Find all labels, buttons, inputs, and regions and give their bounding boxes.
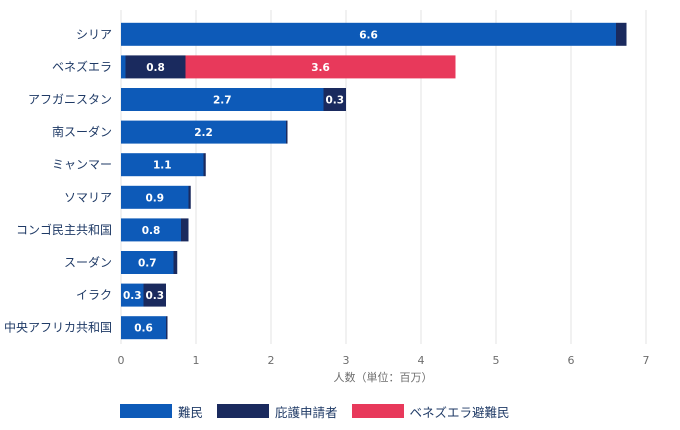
data-label: 0.8	[142, 225, 161, 237]
bar-segment	[188, 185, 191, 209]
bar-segment	[121, 283, 144, 307]
x-tick-6: 6	[568, 354, 575, 367]
data-label: 2.7	[213, 95, 232, 107]
data-label: 0.3	[325, 95, 344, 107]
bar-segment	[616, 22, 627, 46]
x-tick-4: 4	[418, 354, 425, 367]
bar-segment	[203, 153, 206, 177]
category-label: アフガニスタン	[28, 93, 112, 107]
bar-segment	[125, 55, 186, 79]
x-tick-7: 7	[643, 354, 650, 367]
data-label: 0.6	[134, 323, 153, 335]
bar-segment	[185, 55, 456, 79]
category-label: ベネズエラ	[52, 59, 112, 74]
category-label: コンゴ民主共和国	[16, 222, 112, 237]
bar-segment	[166, 316, 168, 340]
data-label: 1.1	[153, 160, 172, 172]
x-tick-1: 1	[193, 354, 200, 367]
data-label: 0.8	[146, 62, 165, 74]
category-label: スーダン	[64, 255, 112, 270]
bar-segment	[121, 55, 126, 79]
legend-item-refugee: 難民	[120, 402, 203, 421]
legend-label-asylum: 庇護申請者	[275, 404, 338, 420]
bars: 6.60.8 3.62.7 0.32.21.10.90.80.70.3 0.30.6	[121, 22, 627, 340]
data-label: 0.9	[145, 192, 164, 204]
category-label: シリア	[76, 27, 112, 41]
data-label: 0.3	[145, 290, 164, 302]
data-label: 0.7	[138, 258, 157, 270]
bar-segment	[121, 120, 286, 144]
x-axis-label: 人数（単位：百万）	[334, 370, 433, 384]
category-label: ミャンマー	[52, 158, 112, 172]
x-tick-2: 2	[268, 354, 275, 367]
category-label: 南スーダン	[52, 124, 112, 139]
category-label: イラク	[76, 288, 112, 302]
bar-segment	[181, 218, 189, 242]
x-tick-0: 0	[118, 354, 125, 367]
x-tick-labels: 0 1 2 3 4 5 6 7	[118, 354, 650, 367]
bar-segment	[121, 185, 189, 209]
data-label: 3.6	[311, 62, 330, 74]
x-tick-5: 5	[493, 354, 500, 367]
data-label: 2.2	[194, 127, 213, 139]
legend-item-asylum: 庇護申請者	[217, 402, 338, 421]
bar-segment	[121, 22, 616, 46]
category-labels: シリアベネズエラアフガニスタン南スーダンミャンマーソマリアコンゴ民主共和国スーダ…	[4, 27, 112, 334]
bar-segment	[121, 316, 166, 340]
bar-segment	[121, 251, 174, 274]
category-label: 中央アフリカ共和国	[4, 320, 112, 335]
legend-label-venezuelan: ベネズエラ避難民	[409, 404, 510, 420]
legend-label-refugee: 難民	[178, 404, 204, 420]
legend: 難民 庇護申請者 ベネズエラ避難民	[120, 401, 524, 421]
bar-segment	[121, 153, 204, 177]
bar-segment	[173, 251, 178, 274]
legend-swatch-refugee	[120, 404, 172, 418]
bar-segment	[286, 120, 288, 144]
data-label: 0.3	[123, 290, 142, 302]
legend-swatch-venezuelan	[351, 404, 404, 418]
legend-item-venezuelan: ベネズエラ避難民	[351, 402, 510, 421]
data-label: 6.6	[359, 29, 378, 41]
legend-swatch-asylum	[217, 404, 270, 418]
bar-segment	[121, 218, 181, 242]
bar-segment	[121, 88, 324, 111]
bar-segment	[323, 88, 346, 111]
x-tick-3: 3	[343, 354, 350, 367]
category-label: ソマリア	[64, 190, 112, 204]
bar-segment	[143, 283, 166, 307]
